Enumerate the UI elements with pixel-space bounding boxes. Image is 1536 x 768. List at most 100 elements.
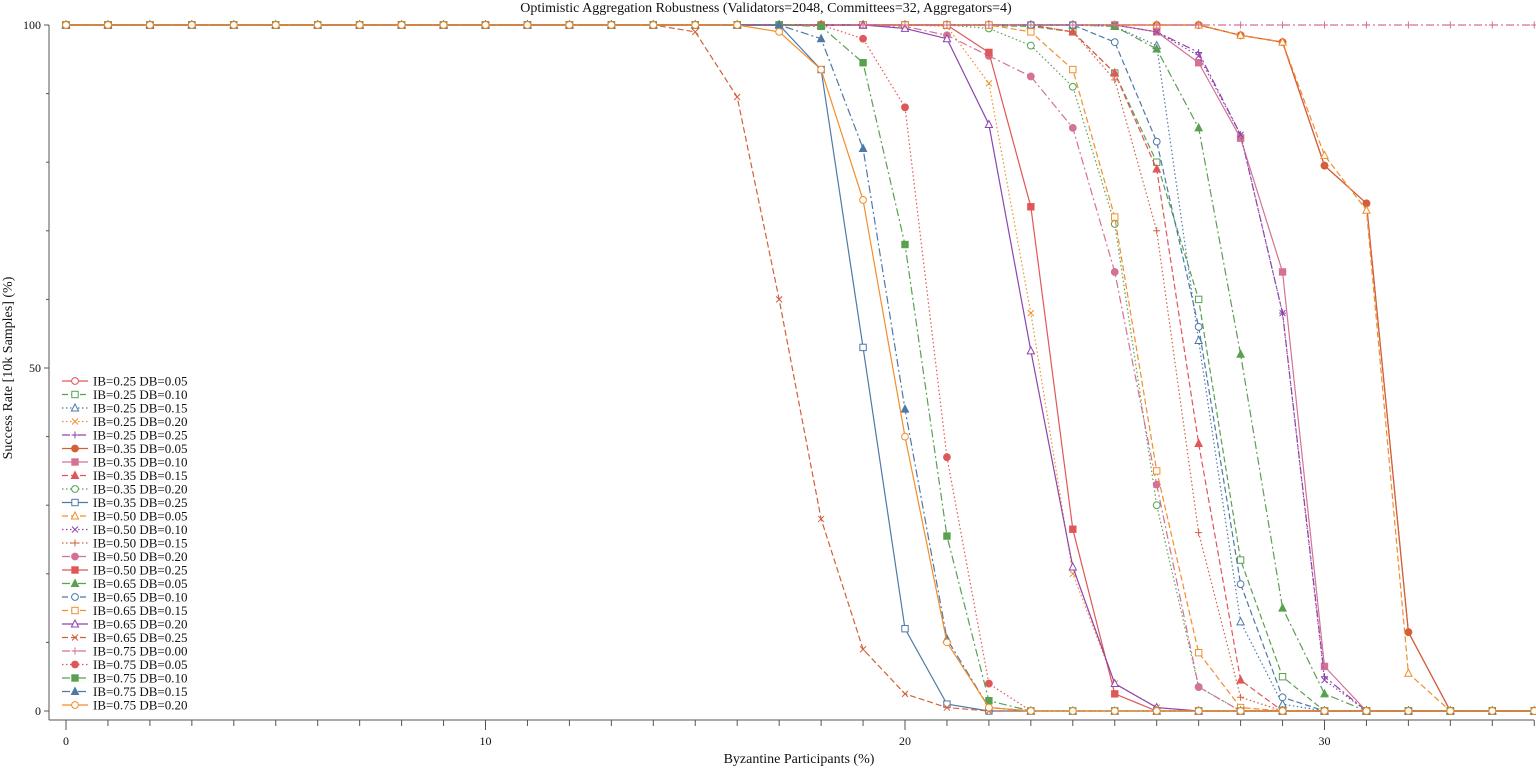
legend-label: IB=0.35 DB=0.20 [93,482,187,497]
data-point [691,21,700,29]
data-point [1195,21,1203,29]
data-point [1488,21,1496,29]
legend-label: IB=0.65 DB=0.15 [93,603,187,618]
y-tick-label: 50 [29,361,41,375]
ticks: 0 10 20 30 0 50 100 [23,18,1535,748]
x-axis-label: Byzantine Participants (%) [724,752,875,767]
data-point [817,65,825,74]
data-point [943,453,951,462]
data-point [1236,675,1246,684]
data-point [1236,30,1246,39]
data-point [1110,678,1120,688]
data-point [1320,662,1329,671]
legend-marker [71,377,79,385]
data-point [984,119,994,128]
data-point [1279,309,1286,317]
data-point [1152,501,1161,510]
legend-marker [71,593,79,601]
data-point [104,21,112,29]
data-point [1278,37,1287,46]
legend-marker [70,510,80,520]
data-point [943,21,951,29]
legend-item: IB=0.75 DB=0.20 [62,698,187,713]
data-point [1446,21,1454,29]
data-point [1195,48,1203,56]
data-point [62,21,70,29]
data-point [1237,131,1244,139]
data-point [985,48,993,57]
series-line [66,24,1535,712]
legend-item: IB=0.25 DB=0.25 [62,428,187,443]
data-point [1153,28,1161,36]
legend-item: IB=0.50 DB=0.25 [62,563,187,578]
data-point [229,21,238,29]
data-point [397,21,406,29]
legend-label: IB=0.25 DB=0.15 [93,401,187,416]
data-point [1320,150,1329,159]
legend-item: IB=0.25 DB=0.05 [62,374,187,389]
data-point [900,404,910,413]
legend-label: IB=0.65 DB=0.20 [93,617,187,632]
data-point [858,143,868,152]
data-point [1111,690,1119,698]
x-tick-label: 0 [63,734,69,748]
legend-label: IB=0.25 DB=0.20 [93,414,187,429]
data-point [1194,438,1204,447]
legend-marker [70,686,80,695]
legend-label: IB=0.35 DB=0.15 [93,468,187,483]
data-point [1362,21,1370,29]
data-point [859,59,867,67]
data-point [817,22,825,31]
legend-item: IB=0.35 DB=0.15 [62,468,187,483]
data-point [1027,203,1035,211]
legend-label: IB=0.75 DB=0.00 [93,644,187,659]
data-point [1027,21,1035,29]
legend-item: IB=0.65 DB=0.10 [62,590,187,605]
data-point [1278,673,1287,681]
data-point [1237,693,1245,701]
data-point [607,21,616,29]
data-point [1530,707,1536,715]
data-point [1110,67,1120,77]
legend-label: IB=0.50 DB=0.20 [93,549,187,564]
data-point [1110,268,1119,276]
data-point [1027,309,1035,317]
data-point [1152,707,1161,715]
data-point [1110,220,1119,228]
series-layer [61,19,1536,715]
data-point [859,645,867,653]
data-point [1152,43,1162,53]
data-point [901,690,909,698]
y-tick-label: 0 [35,704,41,718]
data-point [1404,707,1413,715]
data-point [691,28,699,36]
data-point [1026,345,1036,355]
data-point [1195,529,1203,537]
data-point [649,21,658,29]
legend-label: IB=0.50 DB=0.05 [93,509,187,524]
data-point [1488,707,1497,715]
legend-marker [71,647,79,655]
data-point [1026,41,1035,50]
data-point [985,679,993,688]
legend-marker [71,498,79,507]
data-point [901,21,909,29]
legend-marker [71,660,79,669]
legend-item: IB=0.75 DB=0.05 [62,657,187,672]
legend-label: IB=0.75 DB=0.05 [93,657,187,672]
legend-item: IB=0.65 DB=0.25 [62,630,187,645]
legend-label: IB=0.75 DB=0.20 [93,698,187,713]
data-point [901,240,909,249]
legend-label: IB=0.75 DB=0.10 [93,671,187,686]
legend-item: IB=0.65 DB=0.05 [62,576,187,591]
legend-item: IB=0.65 DB=0.15 [62,603,187,618]
data-point [985,703,993,712]
legend-marker [71,485,79,493]
data-point [1403,668,1413,677]
data-point [1236,707,1245,715]
data-point [1446,707,1455,715]
series-ib-0-75-db-0-20 [62,21,1536,715]
data-point [1404,628,1413,637]
x-tick-label: 20 [899,734,911,748]
